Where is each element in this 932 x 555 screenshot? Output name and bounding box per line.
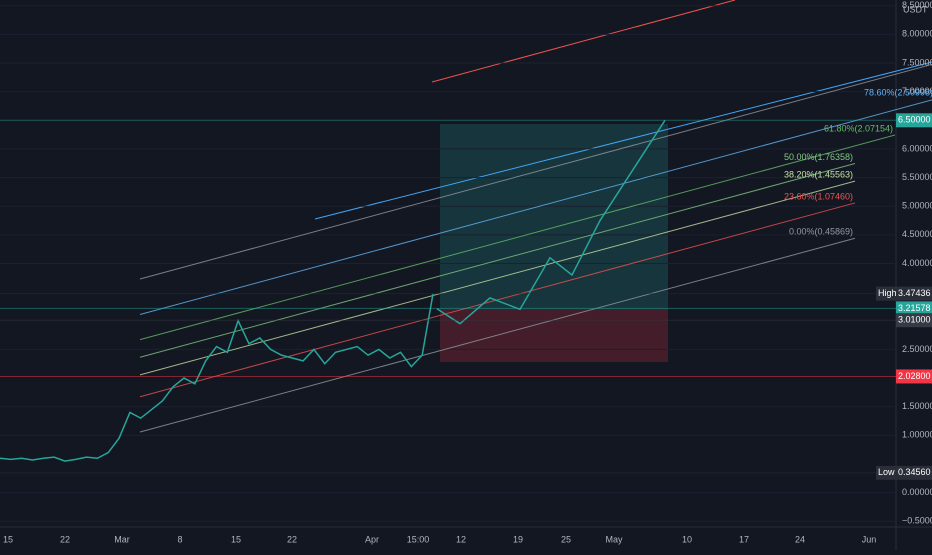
y-tick-label: 5.50000 xyxy=(902,172,932,182)
price-tag-label: 3.47436 xyxy=(898,288,931,298)
x-tick-label: 15:00 xyxy=(407,534,430,544)
price-tag-label: 6.50000 xyxy=(898,115,931,125)
y-tick-label: −0.50000 xyxy=(902,516,932,526)
fib-line xyxy=(139,237,856,433)
x-tick-label: 22 xyxy=(60,534,70,544)
x-tick-label: Jun xyxy=(862,534,877,544)
x-tick-label: 12 xyxy=(456,534,466,544)
price-line xyxy=(0,293,434,462)
x-tick-label: 19 xyxy=(513,534,523,544)
price-tag-label: 3.01000 xyxy=(898,315,931,325)
x-tick-label: 15 xyxy=(3,534,13,544)
price-tag xyxy=(896,301,932,316)
fib-line xyxy=(139,163,856,358)
tag-name: Low xyxy=(878,467,895,477)
fib-label: 61.80%(2.07154) xyxy=(824,123,893,133)
x-tick-label: 8 xyxy=(177,534,182,544)
fib-label: 0.00%(0.45869) xyxy=(789,227,853,237)
currency: USDT xyxy=(903,4,928,14)
channel-line xyxy=(431,0,736,83)
fib-line xyxy=(139,180,856,376)
x-tick-label: Apr xyxy=(365,534,379,544)
y-tick-label: 6.00000 xyxy=(902,143,932,153)
price-tag xyxy=(896,313,932,328)
tag-name-box xyxy=(876,286,896,301)
x-tick-label: 22 xyxy=(287,534,297,544)
price-tag xyxy=(896,369,932,384)
x-tick-label: 15 xyxy=(231,534,241,544)
fib-line xyxy=(139,63,932,280)
tag-name-box xyxy=(876,465,896,480)
price-tag-label: 0.34560 xyxy=(898,467,931,477)
y-tick-label: 4.00000 xyxy=(902,258,932,268)
price-tag-label: 3.21578 xyxy=(898,303,931,313)
target-zone xyxy=(440,124,668,310)
fib-label: 23.60%(1.07460) xyxy=(784,191,853,201)
projection-line xyxy=(436,119,666,325)
y-tick-label: 2.50000 xyxy=(902,344,932,354)
stop-zone xyxy=(440,310,668,362)
y-tick-label: 1.00000 xyxy=(902,430,932,440)
y-tick-label: 0.00000 xyxy=(902,487,932,497)
x-tick-label: May xyxy=(605,534,623,544)
y-tick-label: 4.50000 xyxy=(902,229,932,239)
price-tag xyxy=(896,113,932,128)
fib-label: 78.60%(2.50998) xyxy=(864,87,932,97)
y-tick-label: 1.50000 xyxy=(902,401,932,411)
x-tick-label: 17 xyxy=(739,534,749,544)
price-tag-label: 2.02800 xyxy=(898,371,931,381)
x-tick-label: 10 xyxy=(682,534,692,544)
y-tick-label: 7.00000 xyxy=(902,86,932,96)
fib-line xyxy=(139,134,896,341)
channel-line xyxy=(314,61,932,220)
y-tick-label: 5.00000 xyxy=(902,201,932,211)
x-tick-label: Mar xyxy=(114,534,130,544)
fib-label: 38.20%(1.45563) xyxy=(784,170,853,180)
y-tick-label: 8.50000 xyxy=(902,0,932,10)
y-tick-label: 7.50000 xyxy=(902,57,932,67)
price-tag xyxy=(896,465,932,480)
fib-line xyxy=(139,202,856,398)
y-tick-label: 8.00000 xyxy=(902,29,932,39)
tag-name: High xyxy=(878,288,897,298)
price-tag xyxy=(896,286,932,301)
fib-label: 50.00%(1.76358) xyxy=(784,152,853,162)
x-tick-label: 24 xyxy=(795,534,805,544)
fib-line xyxy=(139,99,932,315)
x-tick-label: 25 xyxy=(561,534,571,544)
